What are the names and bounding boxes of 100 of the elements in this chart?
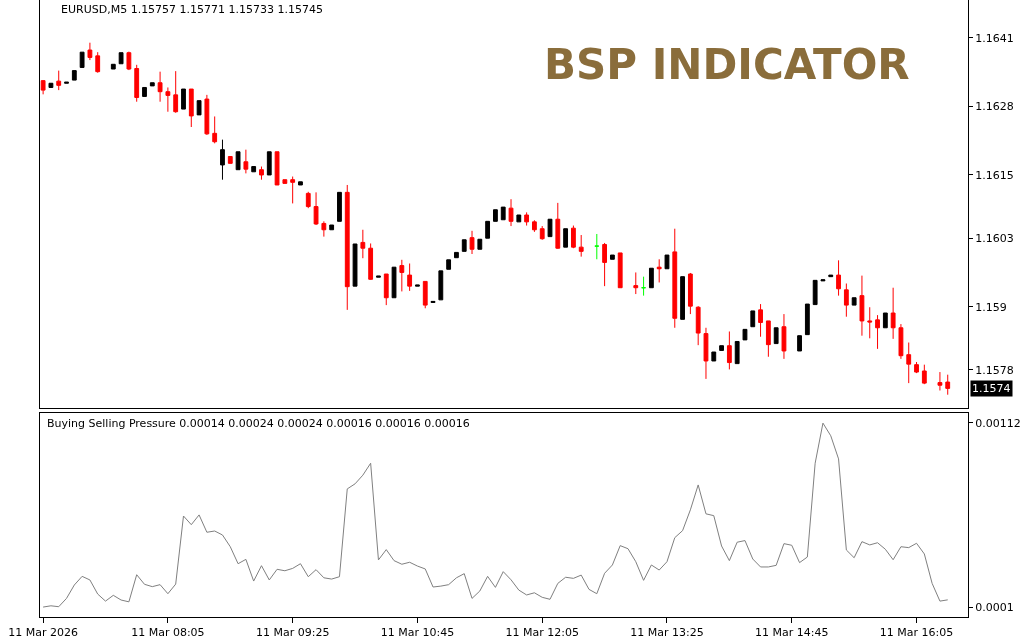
candlestick [118, 52, 124, 65]
candlestick [633, 271, 639, 295]
candlestick [875, 314, 880, 350]
candlestick [726, 330, 732, 370]
candlestick [266, 151, 272, 176]
candlestick [680, 276, 685, 320]
candlestick [321, 220, 327, 238]
x-tick-label: 11 Mar 09:25 [255, 626, 330, 640]
candlestick [337, 191, 342, 222]
candlestick [594, 233, 600, 260]
candlestick [547, 218, 553, 238]
candlestick [313, 191, 319, 226]
candlestick [859, 275, 865, 337]
candlestick [703, 327, 709, 380]
candlestick [181, 88, 186, 110]
candlestick [196, 100, 202, 116]
annotation: 1.1574 [972, 382, 1011, 395]
candlestick [165, 86, 171, 113]
candlestick [742, 328, 748, 341]
x-tick-label: 11 Mar 14:45 [755, 626, 829, 640]
candlestick [882, 312, 888, 329]
y-tick-label: 0.00112 [975, 416, 1021, 430]
candlestick [376, 275, 381, 278]
candlestick [602, 242, 608, 287]
candlestick [391, 266, 397, 299]
candlestick [87, 42, 93, 61]
candlestick [126, 51, 132, 71]
candlestick [906, 342, 912, 384]
candlestick [921, 364, 927, 385]
candlestick [898, 323, 904, 360]
candlestick [95, 51, 101, 74]
candlestick [305, 191, 311, 209]
candlestick [570, 225, 576, 249]
candlestick [282, 179, 288, 184]
candlestick [469, 230, 475, 255]
y-tick-label: 1.159 [975, 300, 1007, 314]
candlestick [555, 202, 561, 250]
candlestick [220, 139, 225, 181]
candlestick [344, 184, 350, 311]
candlestick [539, 225, 545, 241]
candlestick [641, 276, 646, 297]
candlestick [64, 81, 69, 84]
candlestick [945, 374, 951, 396]
candlestick [188, 88, 194, 128]
x-tick-label: 11 Mar 12:05 [505, 626, 579, 640]
candlestick [422, 280, 428, 309]
candlestick [259, 166, 264, 181]
candlestick [493, 209, 498, 222]
candlestick [110, 63, 116, 70]
candlestick [508, 198, 514, 227]
candlestick [173, 70, 179, 114]
candlestick [563, 228, 569, 248]
y-tick-label: 1.1578 [975, 363, 1014, 377]
y-tick-label: 1.1641 [975, 31, 1014, 45]
candlestick [765, 320, 771, 358]
candlestick [485, 220, 491, 239]
candlestick [48, 82, 54, 88]
candlestick [383, 273, 389, 306]
candlestick [79, 51, 85, 68]
candlestick [617, 252, 623, 289]
candlestick [134, 64, 140, 103]
candlestick [149, 82, 155, 87]
candlestick [797, 335, 802, 352]
candlestick [781, 313, 787, 360]
candlestick [157, 71, 163, 103]
candlestick [40, 79, 46, 95]
candlestick [516, 214, 522, 223]
candlestick [71, 70, 77, 81]
candlestick [843, 283, 849, 318]
chart-title: Buying Selling Pressure 0.00014 0.00024 0.00024 0.00016 0.00016 0.00016 [47, 417, 470, 430]
text: BSP INDICATOR [544, 40, 910, 89]
x-tick-label: 11 Mar 16:05 [879, 626, 954, 640]
candlestick [914, 361, 919, 374]
candlestick [648, 267, 654, 289]
x-tick-label: 11 Mar 08:05 [131, 626, 205, 640]
candlestick [274, 151, 280, 186]
candlestick [828, 274, 834, 278]
candlestick [664, 254, 670, 270]
candlestick [399, 259, 405, 292]
candlestick [773, 327, 779, 345]
candlestick [687, 272, 693, 315]
x-tick-label: 11 Mar 13:25 [630, 626, 704, 640]
candlestick [329, 224, 335, 231]
y-tick-label: 0.0001 [975, 600, 1014, 614]
candlestick [430, 300, 436, 303]
chart-subtitle: EURUSD,M5 1.15757 1.15771 1.15733 1.15745 [61, 3, 324, 16]
candlestick [750, 310, 756, 328]
candlestick [235, 151, 241, 171]
candlestick [243, 149, 249, 174]
y-tick-label: 1.1628 [975, 100, 1014, 114]
candlestick [368, 242, 374, 281]
y-tick-label: 1.1603 [975, 232, 1014, 246]
y-tick-label: 1.1615 [975, 168, 1014, 182]
candlestick [227, 156, 233, 164]
candlestick [890, 287, 896, 340]
candlestick [719, 345, 724, 351]
candlestick [804, 303, 810, 336]
x-tick-label: 11 Mar 10:45 [380, 626, 455, 640]
candlestick [407, 262, 413, 292]
candlestick [820, 279, 826, 282]
